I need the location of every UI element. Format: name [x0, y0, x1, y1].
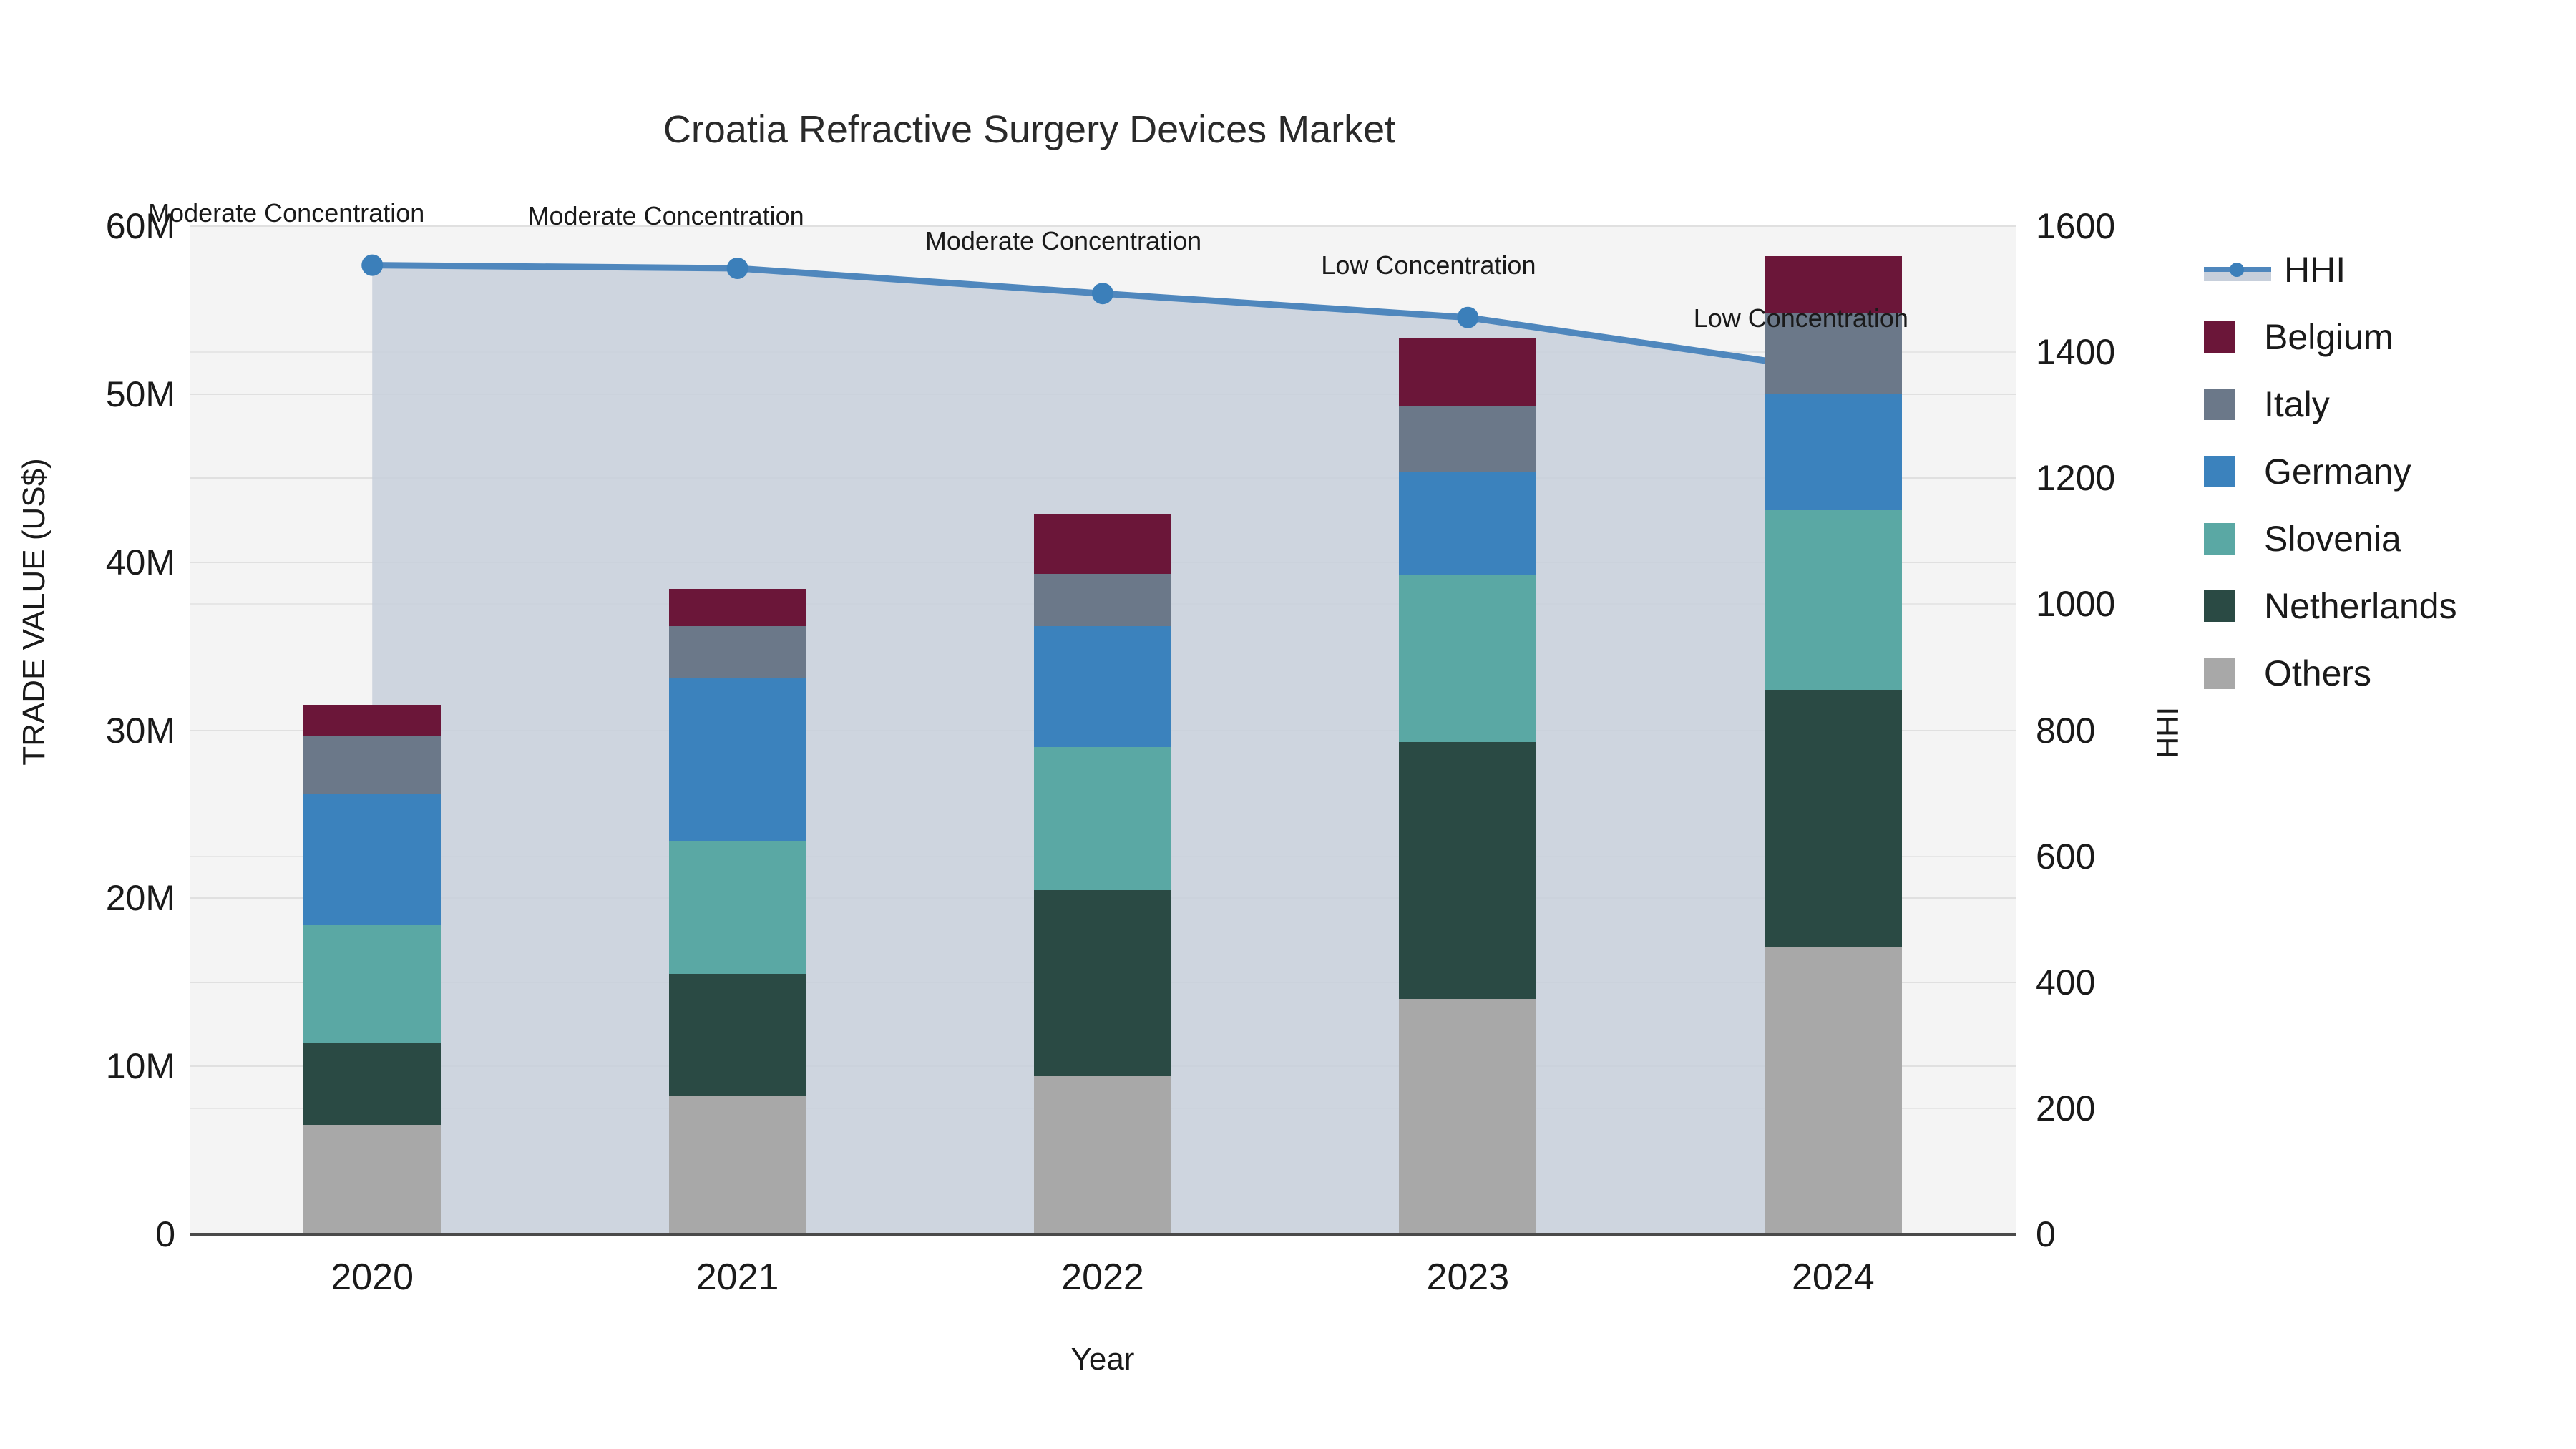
chart-title-line-1: Croatia Refractive Surgery Devices Marke… [663, 108, 1396, 152]
legend-label: Others [2264, 653, 2372, 693]
legend-swatch-belgium [2204, 321, 2235, 353]
x-axis-line [190, 1233, 2016, 1236]
y-axis-right-title: HHI [2151, 706, 2185, 759]
bar-stack-2022[interactable] [1034, 226, 1171, 1234]
y-tick-right: 1400 [2036, 332, 2116, 373]
bar-stack-2021[interactable] [668, 226, 806, 1234]
legend-line-marker-icon [2204, 254, 2271, 286]
y-tick-right: 1000 [2036, 584, 2116, 625]
bar-segment-slovenia[interactable] [1034, 746, 1171, 890]
legend-label: Germany [2264, 452, 2411, 492]
x-tick-2020: 2020 [331, 1257, 414, 1298]
bar-segment-germany[interactable] [1034, 625, 1171, 747]
bar-segment-belgium[interactable] [1399, 338, 1537, 406]
bar-segment-italy[interactable] [1034, 574, 1171, 626]
bar-segment-others[interactable] [1764, 947, 1902, 1234]
legend-item-others[interactable]: Others [2204, 640, 2562, 707]
bar-segment-slovenia[interactable] [1764, 509, 1902, 691]
legend-dot [2230, 263, 2244, 277]
legend-swatch-netherlands [2204, 590, 2235, 622]
legend-swatch-slovenia [2204, 523, 2235, 555]
gridline [190, 225, 2016, 227]
bar-segment-italy[interactable] [1764, 313, 1902, 394]
annotation-2022: Moderate Concentration [924, 226, 1202, 256]
y-tick-left: 10M [105, 1046, 175, 1087]
legend: HHI Belgium Italy Germany Slovenia Netherland… [2204, 236, 2562, 707]
y-tick-right: 1200 [2036, 458, 2116, 499]
bar-segment-netherlands[interactable] [1034, 889, 1171, 1077]
x-axis-title: Year [1070, 1342, 1135, 1377]
legend-item-netherlands[interactable]: Netherlands [2204, 572, 2562, 640]
y-tick-left: 40M [105, 542, 175, 582]
legend-item-italy[interactable]: Italy [2204, 371, 2562, 438]
legend-label: Italy [2264, 384, 2330, 424]
y-tick-right: 0 [2036, 1214, 2056, 1254]
bar-segment-italy[interactable] [303, 735, 441, 794]
bar-segment-belgium[interactable] [303, 705, 441, 736]
legend-item-hhi[interactable]: HHI [2204, 236, 2562, 303]
plot-area: Moderate Concentration Moderate Concentra… [148, 198, 2016, 1235]
bar-segment-germany[interactable] [1764, 394, 1902, 510]
legend-swatch-others [2204, 658, 2235, 689]
hhi-marker[interactable] [361, 254, 384, 276]
annotation-2023: Low Concentration [1321, 250, 1536, 280]
annotation-2021: Moderate Concentration [527, 201, 804, 230]
annotation-2020: Moderate Concentration [148, 197, 425, 228]
bar-segment-others[interactable] [1034, 1076, 1171, 1234]
x-tick-2024: 2024 [1791, 1257, 1875, 1298]
legend-swatch-italy [2204, 389, 2235, 420]
bar-segment-others[interactable] [303, 1125, 441, 1234]
bar-segment-slovenia[interactable] [668, 841, 806, 974]
x-tick-2021: 2021 [696, 1257, 779, 1298]
bar-segment-italy[interactable] [1399, 406, 1537, 472]
bar-segment-belgium[interactable] [1034, 513, 1171, 575]
hhi-marker[interactable] [726, 258, 748, 279]
legend-item-germany[interactable]: Germany [2204, 438, 2562, 505]
hhi-marker[interactable] [1092, 283, 1113, 305]
bar-segment-others[interactable] [668, 1096, 806, 1234]
bar-segment-netherlands[interactable] [1399, 741, 1537, 1000]
legend-label: Slovenia [2264, 519, 2401, 559]
bar-stack-2024[interactable] [1764, 226, 1902, 1234]
y-axis-left-title: TRADE VALUE (US$) [16, 458, 52, 766]
y-tick-right: 800 [2036, 710, 2096, 751]
bar-stack-2023[interactable] [1399, 226, 1537, 1234]
legend-label: HHI [2284, 250, 2346, 290]
legend-swatch-germany [2204, 456, 2235, 487]
bar-segment-germany[interactable] [1399, 471, 1537, 576]
x-tick-2023: 2023 [1426, 1257, 1510, 1298]
y-tick-right: 1600 [2036, 206, 2116, 246]
x-tick-2022: 2022 [1061, 1257, 1144, 1298]
y-tick-left: 20M [105, 878, 175, 919]
hhi-marker[interactable] [1457, 306, 1479, 328]
legend-label: Belgium [2264, 317, 2394, 357]
y-tick-left: 0 [155, 1214, 175, 1254]
legend-item-belgium[interactable]: Belgium [2204, 303, 2562, 371]
bar-segment-netherlands[interactable] [303, 1043, 441, 1126]
bar-segment-slovenia[interactable] [303, 924, 441, 1043]
bar-segment-netherlands[interactable] [668, 974, 806, 1097]
legend-label: Netherlands [2264, 586, 2457, 626]
bar-stack-2020[interactable] [303, 226, 441, 1234]
bar-segment-others[interactable] [1399, 999, 1537, 1234]
bar-segment-germany[interactable] [668, 678, 806, 841]
legend-item-slovenia[interactable]: Slovenia [2204, 505, 2562, 572]
y-tick-right: 400 [2036, 962, 2096, 1002]
y-tick-right: 600 [2036, 836, 2096, 877]
bar-segment-italy[interactable] [668, 625, 806, 678]
bar-segment-netherlands[interactable] [1764, 690, 1902, 947]
bar-segment-belgium[interactable] [668, 589, 806, 626]
y-tick-left: 30M [105, 710, 175, 751]
annotation-2024: Low Concentration [1693, 303, 1908, 333]
bar-segment-belgium[interactable] [1764, 256, 1902, 314]
y-tick-right: 200 [2036, 1088, 2096, 1128]
y-tick-left: 60M [105, 206, 175, 246]
y-tick-left: 50M [105, 374, 175, 414]
bar-segment-germany[interactable] [303, 794, 441, 925]
bar-segment-slovenia[interactable] [1399, 575, 1537, 742]
